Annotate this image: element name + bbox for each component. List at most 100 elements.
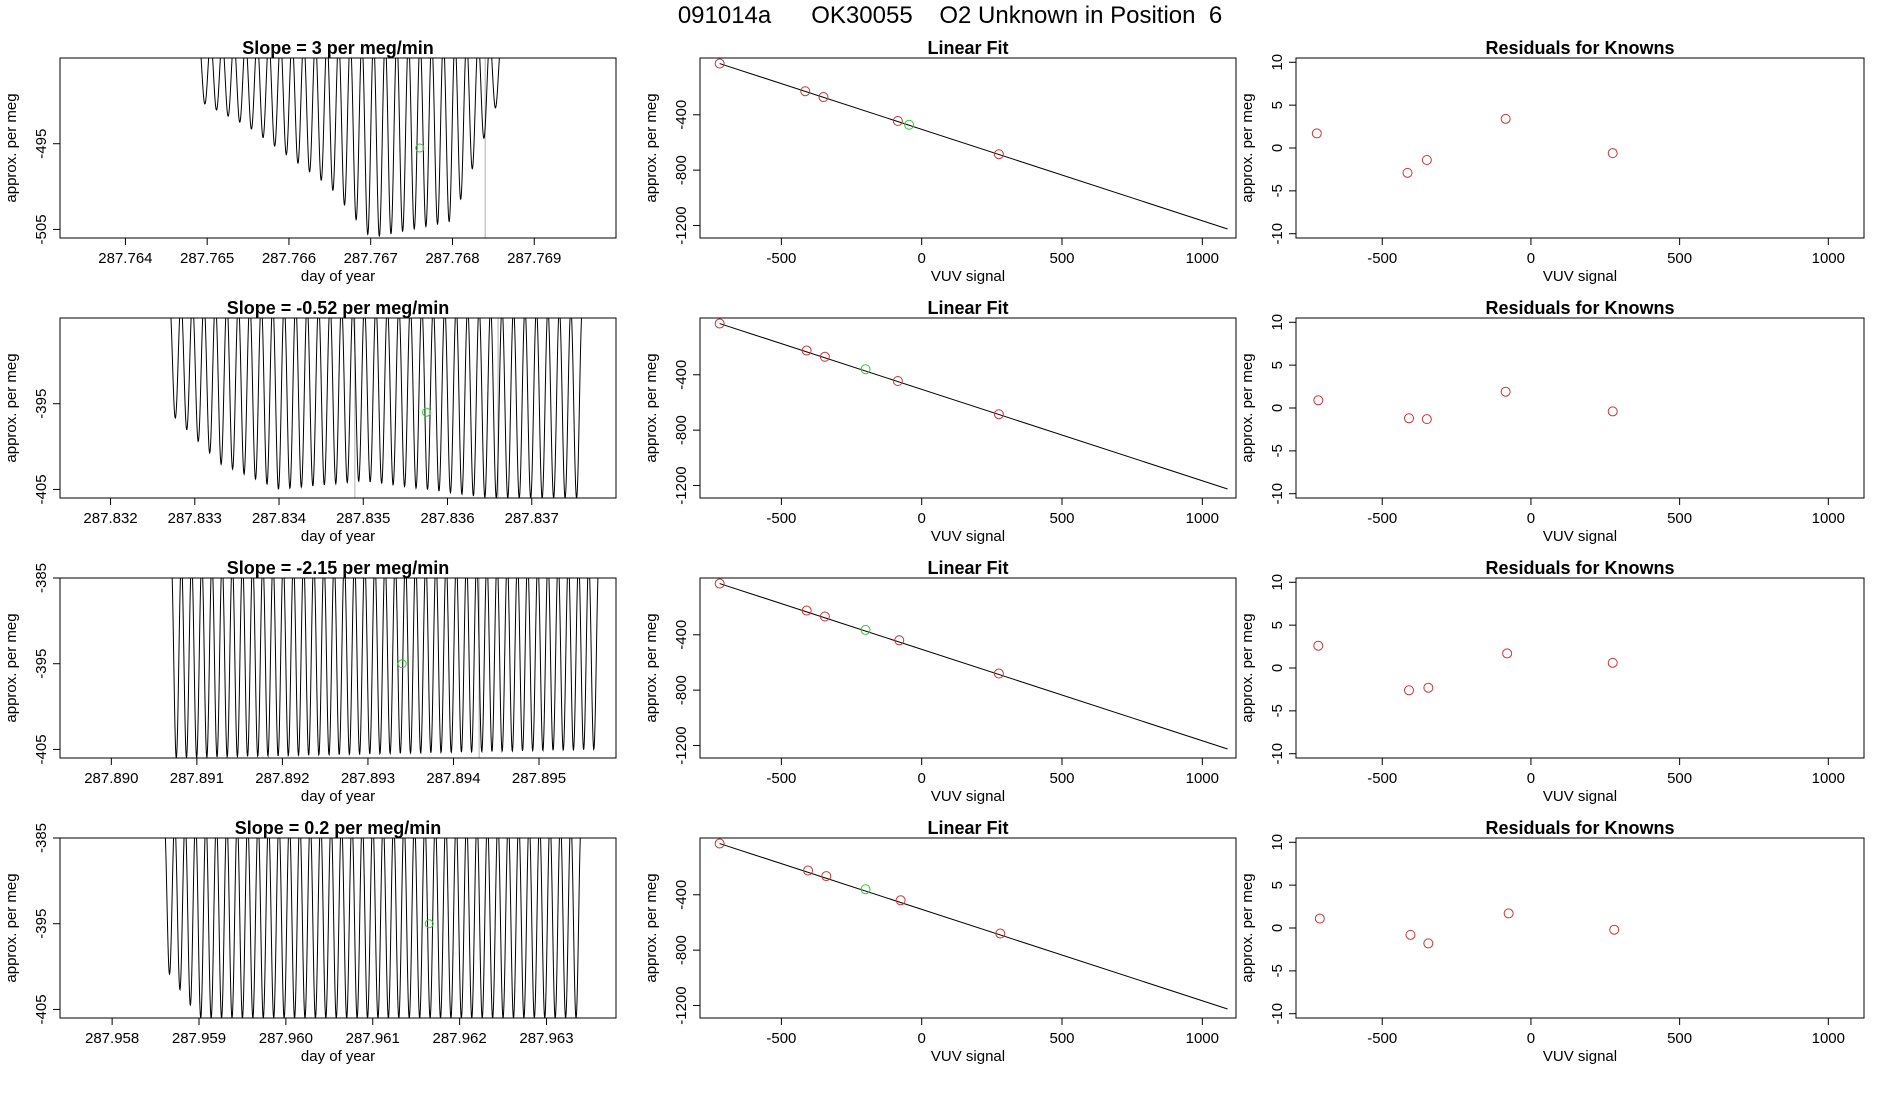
known-point [895, 895, 906, 906]
plot-frame [1295, 57, 1865, 239]
plot-area [1313, 386, 1618, 425]
residual-point [1503, 908, 1514, 919]
known-point [995, 928, 1006, 939]
chart-title: Slope = 0.2 per meg/min [235, 818, 442, 838]
x-tick-label: 287.893 [341, 770, 395, 787]
plot-area [714, 838, 1228, 1010]
y-axis-label: approx. per meg [643, 873, 660, 982]
chart-title: Linear Fit [927, 38, 1008, 58]
fit-line [719, 583, 1228, 750]
y-tick-label: -10 [1269, 483, 1286, 505]
x-axis-label: day of year [301, 1048, 375, 1065]
x-axis-label: day of year [301, 268, 375, 285]
residual-point [1607, 657, 1618, 668]
x-tick-label: 500 [1049, 250, 1074, 267]
y-tick-label: 10 [1269, 574, 1286, 591]
x-tick-label: 287.837 [505, 510, 559, 527]
y-tick-label: 5 [1269, 621, 1286, 629]
y-axis-label: approx. per meg [1239, 873, 1256, 982]
plot-frame [1295, 577, 1865, 759]
x-tick-label: -500 [1367, 250, 1397, 267]
residual-point [1404, 413, 1415, 424]
x-tick-label: 287.892 [255, 770, 309, 787]
known-point [821, 871, 832, 882]
x-axis-label: day of year [301, 788, 375, 805]
y-tick-label: -800 [673, 935, 690, 965]
chart-title: Slope = -0.52 per meg/min [227, 298, 450, 318]
x-tick-label: 287.961 [346, 1030, 400, 1047]
residuals-panel-1: Residuals for Knowns -500 0 500 1000 10 5 0 -5 -1… [1239, 298, 1865, 545]
y-axis-label: approx. per meg [643, 353, 660, 462]
known-point [892, 116, 903, 126]
x-axis-label: VUV signal [1543, 528, 1617, 545]
x-tick-label: 287.963 [519, 1030, 573, 1047]
x-tick-label: 500 [1667, 770, 1692, 787]
known-point [714, 838, 725, 849]
x-tick-label: -500 [766, 770, 796, 787]
linear_fit-panel-3: Linear Fit -500 0 500 1000 -400 -800 -1200 VUV s… [643, 818, 1237, 1065]
fit-line [719, 63, 1228, 230]
y-tick-label: -5 [1269, 704, 1286, 717]
chart-title: Linear Fit [927, 818, 1008, 838]
known-point [993, 149, 1004, 160]
x-tick-label: 287.891 [170, 770, 224, 787]
x-axis-label: VUV signal [1543, 268, 1617, 285]
y-tick-label: -5 [1269, 444, 1286, 457]
y-tick-label: 0 [1269, 664, 1286, 672]
x-tick-label: 1000 [1812, 510, 1845, 527]
plot-area [170, 318, 583, 498]
known-point [714, 58, 725, 69]
plot-frame [59, 577, 617, 759]
known-point [819, 351, 830, 362]
residual-point [1405, 929, 1416, 940]
plot-area [714, 578, 1228, 750]
timeseries-panel-3: Slope = 0.2 per meg/min 287.958 287.959 287… [3, 818, 617, 1065]
residual-point [1314, 913, 1325, 924]
chart-title: Residuals for Knowns [1485, 558, 1674, 578]
residual-point [1423, 938, 1434, 949]
x-tick-label: 287.768 [425, 250, 479, 267]
x-axis-label: VUV signal [1543, 1048, 1617, 1065]
x-tick-label: 1000 [1186, 770, 1219, 787]
x-tick-label: -500 [766, 1030, 796, 1047]
linear_fit-panel-2: Linear Fit -500 0 500 1000 -400 -800 -1200 VUV s… [643, 558, 1237, 805]
x-tick-label: 287.834 [252, 510, 306, 527]
chart-title: Linear Fit [927, 298, 1008, 318]
timeseries-panel-1: Slope = -0.52 per meg/min 287.832 287.833 2… [3, 298, 617, 545]
x-tick-label: 287.836 [420, 510, 474, 527]
unknown-point [424, 919, 434, 929]
y-tick-label: -400 [673, 620, 690, 650]
x-tick-label: 0 [1527, 510, 1535, 527]
residual-point [1402, 167, 1413, 178]
x-tick-label: 500 [1667, 510, 1692, 527]
y-tick-label: -5 [1269, 964, 1286, 977]
x-tick-label: 500 [1667, 1030, 1692, 1047]
plot-area [1311, 113, 1618, 178]
residual-point [1502, 648, 1513, 659]
y-tick-label: -405 [33, 734, 50, 764]
x-tick-label: 287.832 [83, 510, 137, 527]
x-tick-label: 287.958 [85, 1030, 139, 1047]
y-tick-label: -405 [33, 474, 50, 504]
y-tick-label: -400 [673, 360, 690, 390]
plot-frame [59, 837, 617, 1019]
plot-frame [1295, 837, 1865, 1019]
y-tick-label: -800 [673, 675, 690, 705]
unknown-point [860, 884, 871, 895]
plot-frame [699, 837, 1237, 1019]
x-tick-label: 1000 [1812, 770, 1845, 787]
x-axis-label: VUV signal [1543, 788, 1617, 805]
plot-area [714, 318, 1228, 490]
x-tick-label: 287.764 [98, 250, 152, 267]
chart-title: Linear Fit [927, 558, 1008, 578]
known-point [993, 668, 1004, 679]
residual-point [1311, 128, 1322, 139]
y-tick-label: -395 [33, 909, 50, 939]
residual-point [1404, 685, 1415, 696]
residual-point [1313, 395, 1324, 406]
y-axis-label: approx. per meg [3, 93, 20, 202]
x-tick-label: -500 [766, 510, 796, 527]
plot-frame [1295, 317, 1865, 499]
x-tick-label: 287.835 [336, 510, 390, 527]
